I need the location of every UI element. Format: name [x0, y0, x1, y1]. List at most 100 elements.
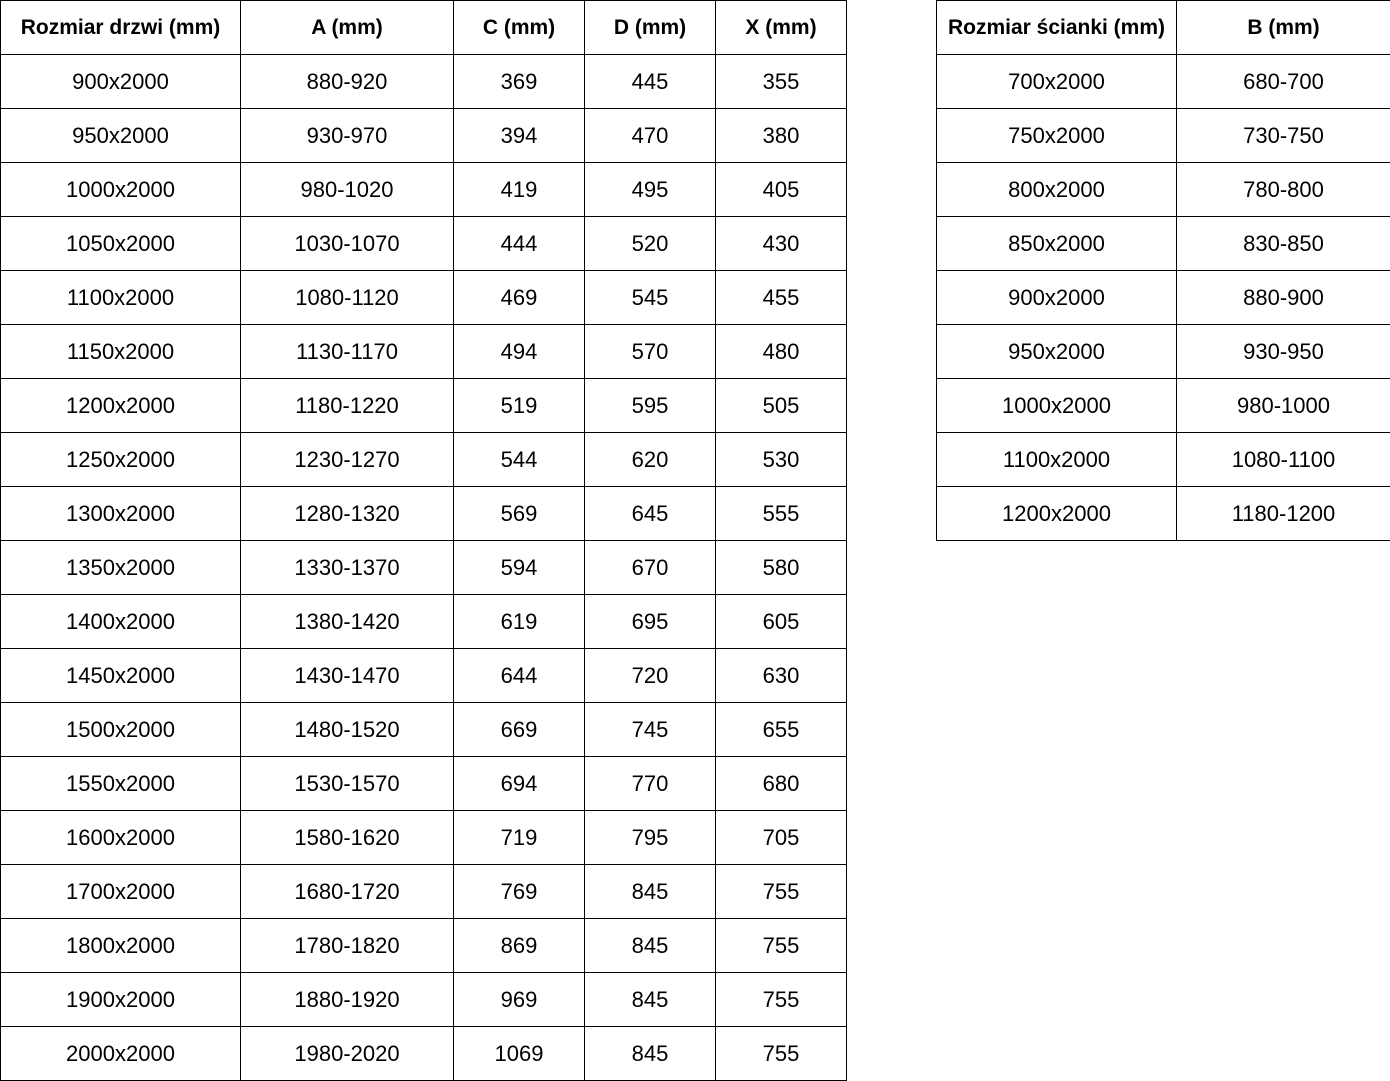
table-cell: 755 [715, 972, 847, 1027]
wall-size-table: Rozmiar ścianki (mm) B (mm) 700x2000 680-7… [936, 0, 1390, 541]
table-cell: 755 [715, 1026, 847, 1081]
table-cell: 355 [715, 54, 847, 109]
table-row: 1500x2000 1480-1520 669 745 655 [0, 702, 847, 757]
table-cell: 580 [715, 540, 847, 595]
table-cell: 394 [453, 108, 585, 163]
table-cell: 755 [715, 864, 847, 919]
table-cell: 730-750 [1176, 108, 1390, 163]
table-row: 1900x2000 1880-1920 969 845 755 [0, 972, 847, 1027]
table-cell: 1100x2000 [0, 270, 241, 325]
table-cell: 1000x2000 [936, 378, 1177, 433]
table-cell: 720 [584, 648, 716, 703]
table-cell: 1980-2020 [240, 1026, 454, 1081]
table-cell: 494 [453, 324, 585, 379]
table-cell: 444 [453, 216, 585, 271]
table-cell: 1080-1100 [1176, 432, 1390, 487]
table-row: 700x2000 680-700 [936, 54, 1390, 109]
table-cell: 880-900 [1176, 270, 1390, 325]
table-cell: 694 [453, 756, 585, 811]
table-cell: 850x2000 [936, 216, 1177, 271]
table-cell: 1400x2000 [0, 594, 241, 649]
table-cell: 519 [453, 378, 585, 433]
table-cell: 569 [453, 486, 585, 541]
table-cell: 1030-1070 [240, 216, 454, 271]
table-row: 1350x2000 1330-1370 594 670 580 [0, 540, 847, 595]
table-cell: 695 [584, 594, 716, 649]
table-row: 1800x2000 1780-1820 869 845 755 [0, 918, 847, 973]
table-cell: 595 [584, 378, 716, 433]
table-cell: 405 [715, 162, 847, 217]
table-cell: 1430-1470 [240, 648, 454, 703]
table-cell: 620 [584, 432, 716, 487]
table-cell: 1180-1200 [1176, 486, 1390, 541]
table-cell: 900x2000 [0, 54, 241, 109]
table-cell: 1800x2000 [0, 918, 241, 973]
table-row: 1250x2000 1230-1270 544 620 530 [0, 432, 847, 487]
table-cell: 1100x2000 [936, 432, 1177, 487]
table-cell: 969 [453, 972, 585, 1027]
table-cell: 950x2000 [0, 108, 241, 163]
table-cell: 780-800 [1176, 162, 1390, 217]
table-cell: 680 [715, 756, 847, 811]
table-cell: 495 [584, 162, 716, 217]
table-row: 1700x2000 1680-1720 769 845 755 [0, 864, 847, 919]
table-cell: 1780-1820 [240, 918, 454, 973]
table-cell: 630 [715, 648, 847, 703]
table-cell: 1530-1570 [240, 756, 454, 811]
table-cell: 455 [715, 270, 847, 325]
table-row: 1600x2000 1580-1620 719 795 705 [0, 810, 847, 865]
column-header: Rozmiar drzwi (mm) [0, 0, 241, 55]
table-cell: 645 [584, 486, 716, 541]
table-row: 1100x2000 1080-1100 [936, 432, 1390, 487]
table-row: 750x2000 730-750 [936, 108, 1390, 163]
table-cell: 845 [584, 864, 716, 919]
table-cell: 1500x2000 [0, 702, 241, 757]
table-cell: 469 [453, 270, 585, 325]
table-cell: 1280-1320 [240, 486, 454, 541]
table-cell: 980-1000 [1176, 378, 1390, 433]
table-cell: 1350x2000 [0, 540, 241, 595]
table-cell: 745 [584, 702, 716, 757]
table-cell: 380 [715, 108, 847, 163]
column-header: A (mm) [240, 0, 454, 55]
table-cell: 1580-1620 [240, 810, 454, 865]
table-cell: 1680-1720 [240, 864, 454, 919]
table-cell: 445 [584, 54, 716, 109]
table-cell: 530 [715, 432, 847, 487]
table-cell: 750x2000 [936, 108, 1177, 163]
table-cell: 1450x2000 [0, 648, 241, 703]
column-header: C (mm) [453, 0, 585, 55]
table-cell: 520 [584, 216, 716, 271]
table-cell: 1069 [453, 1026, 585, 1081]
table-cell: 795 [584, 810, 716, 865]
table-cell: 770 [584, 756, 716, 811]
table-cell: 369 [453, 54, 585, 109]
table-cell: 1880-1920 [240, 972, 454, 1027]
table-cell: 470 [584, 108, 716, 163]
table-cell: 1200x2000 [0, 378, 241, 433]
table-cell: 869 [453, 918, 585, 973]
table-row: 850x2000 830-850 [936, 216, 1390, 271]
column-header: X (mm) [715, 0, 847, 55]
table-cell: 1380-1420 [240, 594, 454, 649]
table-cell: 845 [584, 1026, 716, 1081]
table-row: 950x2000 930-970 394 470 380 [0, 108, 847, 163]
table-row: 900x2000 880-920 369 445 355 [0, 54, 847, 109]
table-cell: 1000x2000 [0, 162, 241, 217]
table-cell: 1700x2000 [0, 864, 241, 919]
table-cell: 644 [453, 648, 585, 703]
table-cell: 545 [584, 270, 716, 325]
table-cell: 1300x2000 [0, 486, 241, 541]
table-cell: 1900x2000 [0, 972, 241, 1027]
table-cell: 670 [584, 540, 716, 595]
table-cell: 655 [715, 702, 847, 757]
table-cell: 680-700 [1176, 54, 1390, 109]
table-row: 950x2000 930-950 [936, 324, 1390, 379]
table-cell: 930-970 [240, 108, 454, 163]
table-cell: 980-1020 [240, 162, 454, 217]
table-row: 1200x2000 1180-1200 [936, 486, 1390, 541]
table-cell: 700x2000 [936, 54, 1177, 109]
table-cell: 1080-1120 [240, 270, 454, 325]
table-cell: 544 [453, 432, 585, 487]
table-row: 1050x2000 1030-1070 444 520 430 [0, 216, 847, 271]
